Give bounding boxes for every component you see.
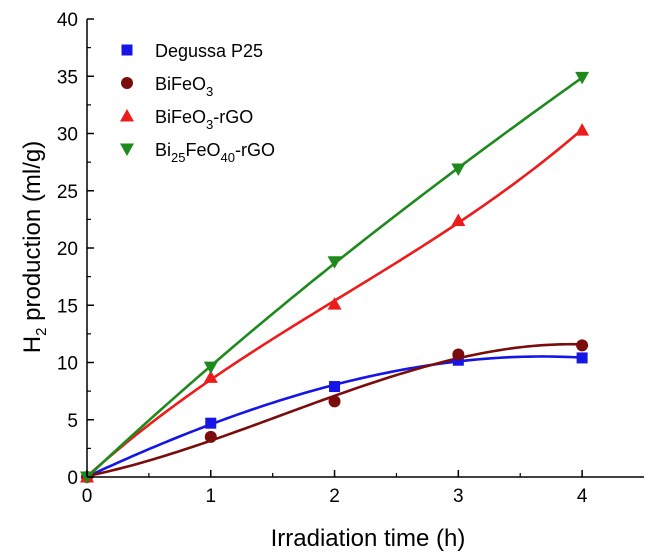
x-tick-label: 2 — [329, 486, 340, 507]
legend-label-bifeo3-rgo: BiFeO3-rGO — [155, 107, 253, 132]
data-point-bifeo3 — [204, 430, 217, 443]
legend: Degussa P25 BiFeO3 BiFeO3-rGO Bi25FeO40-rGO — [120, 41, 275, 165]
data-point-bifeo3-rgo — [203, 370, 218, 383]
x-tick-label: 1 — [205, 486, 216, 507]
y-tick-label: 5 — [67, 411, 78, 432]
data-point-bifeo3-rgo — [451, 213, 466, 227]
y-axis-title: H2 production (ml/g) — [19, 141, 50, 353]
data-point-degussa-p25 — [329, 381, 341, 393]
y-tick-label: 35 — [57, 67, 78, 88]
data-point-bifeo3-rgo — [327, 297, 342, 310]
y-tick-label: 10 — [57, 354, 78, 375]
data-point-bi25feo40-rgo — [203, 361, 218, 375]
y-tick-label: 15 — [57, 296, 78, 317]
y-tick-label: 25 — [57, 182, 78, 203]
data-point-degussa-p25 — [205, 417, 217, 429]
legend-label-bifeo3: BiFeO3 — [155, 74, 213, 99]
data-markers — [80, 71, 590, 484]
legend-marker-bi25feo40-rgo — [120, 143, 134, 156]
y-tick-label: 0 — [67, 468, 78, 489]
y-tick-label: 30 — [57, 125, 78, 146]
data-point-bi25feo40-rgo — [575, 71, 590, 85]
legend-label-bi25feo40-rgo: Bi25FeO40-rGO — [155, 140, 275, 165]
y-tick-label: 20 — [57, 239, 78, 260]
y-tick-label: 40 — [57, 10, 78, 31]
data-point-bifeo3 — [328, 395, 341, 408]
data-point-bi25feo40-rgo — [451, 163, 466, 176]
x-tick-label: 3 — [453, 486, 464, 507]
data-point-degussa-p25 — [576, 352, 588, 364]
legend-marker-bifeo3 — [121, 77, 133, 89]
legend-label-degussa-p25: Degussa P25 — [155, 41, 263, 61]
data-point-bifeo3 — [452, 348, 465, 361]
legend-marker-degussa-p25 — [121, 44, 133, 56]
x-tick-label: 0 — [82, 486, 93, 507]
data-point-bifeo3-rgo — [575, 123, 590, 136]
data-point-bifeo3 — [576, 339, 589, 352]
legend-marker-bifeo3-rgo — [120, 109, 134, 122]
x-axis-title: Irradiation time (h) — [271, 525, 466, 552]
x-tick-label: 4 — [577, 486, 588, 507]
data-point-bi25feo40-rgo — [327, 256, 342, 269]
